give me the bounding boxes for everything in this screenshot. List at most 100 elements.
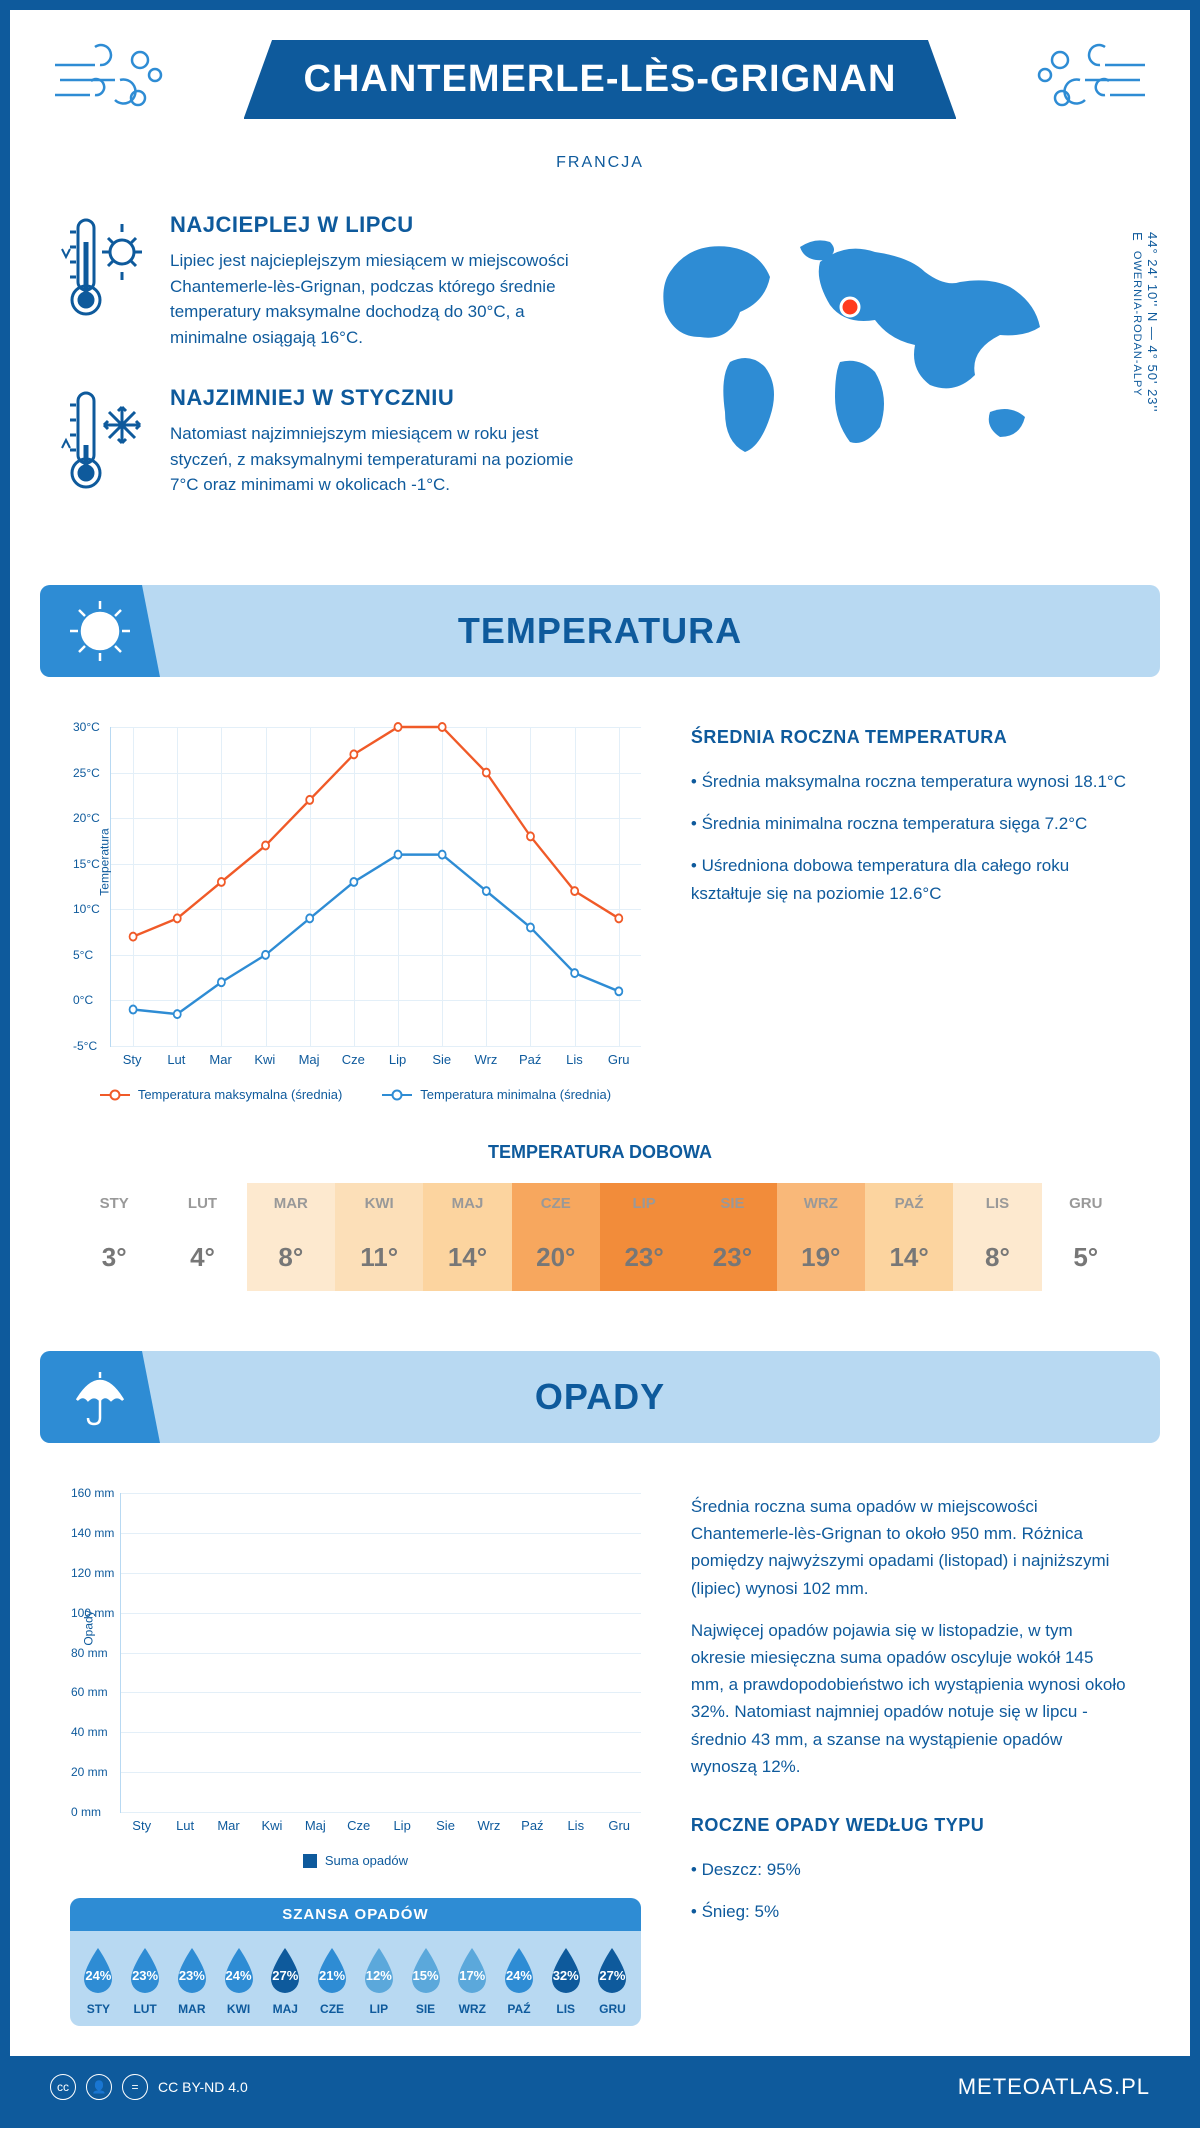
month-label: Lis: [552, 1052, 596, 1067]
daily-temp-value: 3°: [70, 1224, 158, 1291]
daily-temp-month: LIS: [953, 1183, 1041, 1224]
rain-chance-item: 24%PAŹ: [496, 1946, 543, 2016]
daily-temp-month: LUT: [158, 1183, 246, 1224]
license-text: CC BY-ND 4.0: [158, 2079, 248, 2095]
daily-temp-value: 23°: [600, 1224, 688, 1291]
rain-chance-item: 17%WRZ: [449, 1946, 496, 2016]
daily-temp-value: 14°: [865, 1224, 953, 1291]
month-label: Lip: [380, 1818, 423, 1833]
daily-temp-heading: TEMPERATURA DOBOWA: [70, 1142, 1130, 1163]
rain-chance-item: 24%STY: [75, 1946, 122, 2016]
precip-type-item: Śnieg: 5%: [691, 1898, 1130, 1925]
daily-temp-value: 8°: [247, 1224, 335, 1291]
month-label: Wrz: [464, 1052, 508, 1067]
month-label: Sie: [420, 1052, 464, 1067]
precip-para-1: Średnia roczna suma opadów w miejscowośc…: [691, 1493, 1130, 1602]
precip-type-item: Deszcz: 95%: [691, 1856, 1130, 1883]
month-label: Cze: [331, 1052, 375, 1067]
rain-chance-item: 15%SIE: [402, 1946, 449, 2016]
month-label: Paź: [508, 1052, 552, 1067]
section-title: OPADY: [70, 1376, 1130, 1418]
month-label: Gru: [597, 1052, 641, 1067]
month-label: Lip: [375, 1052, 419, 1067]
coldest-fact: NAJZIMNIEJ W STYCZNIU Natomiast najzimni…: [60, 385, 580, 500]
month-label: Maj: [294, 1818, 337, 1833]
daily-temp-month: MAR: [247, 1183, 335, 1224]
city-title: CHANTEMERLE-LÈS-GRIGNAN: [244, 40, 957, 119]
annual-temperature-summary: ŚREDNIA ROCZNA TEMPERATURA Średnia maksy…: [691, 727, 1130, 1102]
month-label: Kwi: [243, 1052, 287, 1067]
temperature-line-chart: Temperatura 30°C25°C20°C15°C10°C5°C0°C-5…: [70, 727, 641, 1102]
precipitation-section-header: OPADY: [40, 1351, 1160, 1443]
sun-icon: [40, 585, 160, 677]
umbrella-icon: [40, 1351, 160, 1443]
hottest-fact: NAJCIEPLEJ W LIPCU Lipiec jest najcieple…: [60, 212, 580, 350]
hot-text: Lipiec jest najcieplejszym miesiącem w m…: [170, 248, 580, 350]
month-label: Mar: [207, 1818, 250, 1833]
month-label: Sty: [110, 1052, 154, 1067]
header: CHANTEMERLE-LÈS-GRIGNAN: [10, 10, 1190, 139]
daily-temp-value: 8°: [953, 1224, 1041, 1291]
coordinates: 44° 24' 10'' N — 4° 50' 23'' E OWERNIA-R…: [1130, 232, 1160, 497]
by-icon: 👤: [86, 2074, 112, 2100]
site-name: METEOATLAS.PL: [958, 2074, 1150, 2100]
annual-temp-item: Średnia maksymalna roczna temperatura wy…: [691, 768, 1130, 795]
daily-temp-value: 4°: [158, 1224, 246, 1291]
chance-heading: SZANSA OPADÓW: [70, 1898, 641, 1931]
daily-temp-value: 19°: [777, 1224, 865, 1291]
daily-temp-month: CZE: [512, 1183, 600, 1224]
daily-temp-month: MAJ: [423, 1183, 511, 1224]
month-label: Kwi: [250, 1818, 293, 1833]
cc-icon: cc: [50, 2074, 76, 2100]
rain-chance-strip: SZANSA OPADÓW 24%STY23%LUT23%MAR24%KWI27…: [70, 1898, 641, 2026]
thermometer-cold-icon: [60, 385, 150, 500]
country-subtitle: FRANCJA: [10, 154, 1190, 172]
precipitation-bar-chart: Opady 160 mm140 mm120 mm100 mm80 mm60 mm…: [70, 1493, 641, 2026]
month-label: Wrz: [467, 1818, 510, 1833]
cold-title: NAJZIMNIEJ W STYCZNIU: [170, 385, 580, 411]
precip-para-2: Najwięcej opadów pojawia się w listopadz…: [691, 1617, 1130, 1780]
annual-temp-heading: ŚREDNIA ROCZNA TEMPERATURA: [691, 727, 1130, 748]
daily-temp-month: STY: [70, 1183, 158, 1224]
rain-chance-item: 32%LIS: [542, 1946, 589, 2016]
daily-temp-month: GRU: [1042, 1183, 1130, 1224]
daily-temp-value: 14°: [423, 1224, 511, 1291]
daily-temp-month: SIE: [688, 1183, 776, 1224]
rain-chance-item: 12%LIP: [355, 1946, 402, 2016]
month-label: Sie: [424, 1818, 467, 1833]
legend-precip: Suma opadów: [303, 1853, 408, 1868]
precipitation-summary: Średnia roczna suma opadów w miejscowośc…: [691, 1493, 1130, 2026]
rain-chance-item: 27%GRU: [589, 1946, 636, 2016]
rain-chance-item: 27%MAJ: [262, 1946, 309, 2016]
nd-icon: =: [122, 2074, 148, 2100]
daily-temp-month: LIP: [600, 1183, 688, 1224]
month-label: Gru: [597, 1818, 640, 1833]
daily-temp-value: 5°: [1042, 1224, 1130, 1291]
daily-temp-month: PAŹ: [865, 1183, 953, 1224]
footer: cc 👤 = CC BY-ND 4.0 METEOATLAS.PL: [10, 2056, 1190, 2118]
thermometer-hot-icon: [60, 212, 150, 350]
section-title: TEMPERATURA: [70, 610, 1130, 652]
daily-temp-value: 20°: [512, 1224, 600, 1291]
daily-temperature-table: TEMPERATURA DOBOWA STYLUTMARKWIMAJCZELIP…: [10, 1132, 1190, 1331]
wind-icon: [1030, 40, 1150, 125]
precip-type-heading: ROCZNE OPADY WEDŁUG TYPU: [691, 1815, 1130, 1836]
rain-chance-item: 24%KWI: [215, 1946, 262, 2016]
month-label: Lut: [163, 1818, 206, 1833]
month-label: Cze: [337, 1818, 380, 1833]
legend-max: Temperatura maksymalna (średnia): [100, 1087, 342, 1102]
month-label: Sty: [120, 1818, 163, 1833]
annual-temp-item: Uśredniona dobowa temperatura dla całego…: [691, 852, 1130, 906]
daily-temp-value: 23°: [688, 1224, 776, 1291]
wind-icon: [50, 40, 170, 125]
world-map: 44° 24' 10'' N — 4° 50' 23'' E OWERNIA-R…: [620, 212, 1140, 497]
month-label: Mar: [198, 1052, 242, 1067]
cold-text: Natomiast najzimniejszym miesiącem w rok…: [170, 421, 580, 498]
daily-temp-value: 11°: [335, 1224, 423, 1291]
rain-chance-item: 23%MAR: [168, 1946, 215, 2016]
annual-temp-item: Średnia minimalna roczna temperatura się…: [691, 810, 1130, 837]
rain-chance-item: 21%CZE: [309, 1946, 356, 2016]
daily-temp-month: WRZ: [777, 1183, 865, 1224]
temperature-section-header: TEMPERATURA: [40, 585, 1160, 677]
month-label: Lis: [554, 1818, 597, 1833]
